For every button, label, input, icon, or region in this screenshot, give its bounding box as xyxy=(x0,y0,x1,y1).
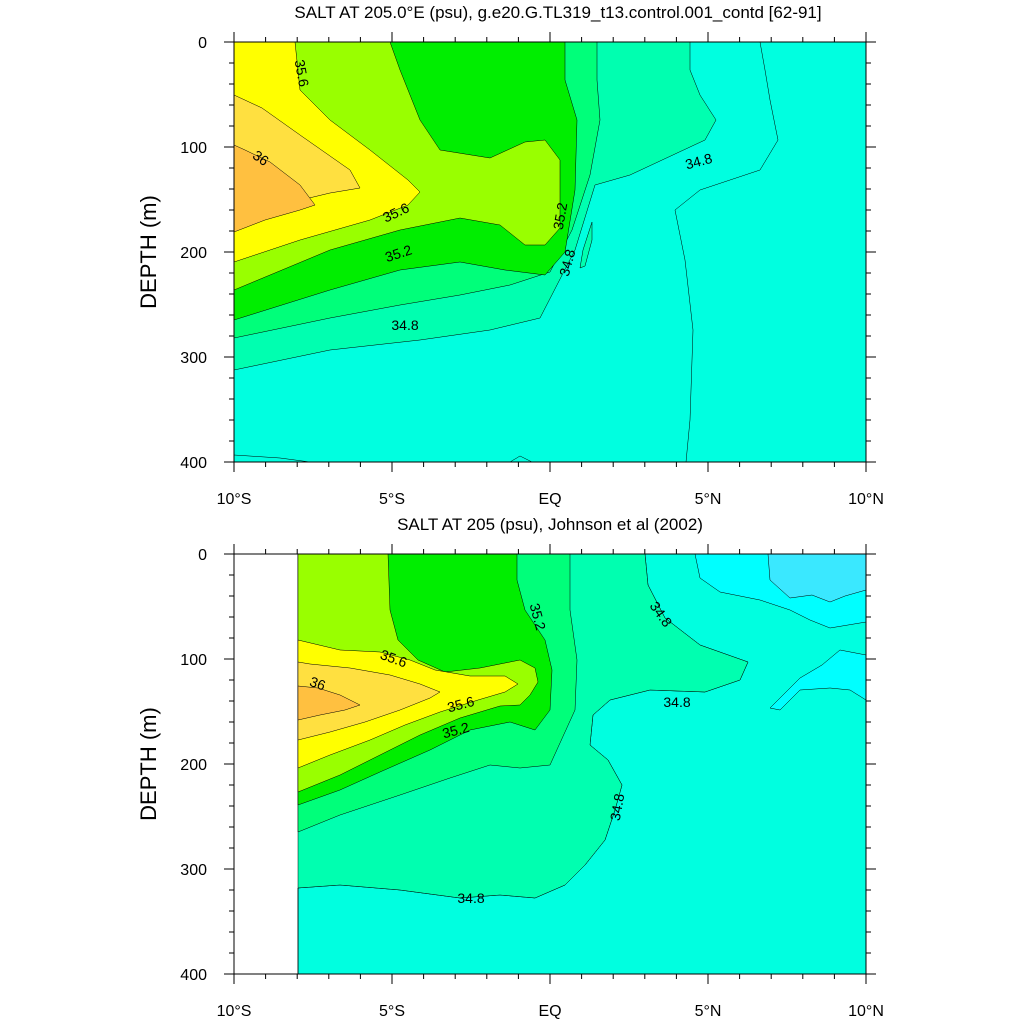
bottom-contour-label-34-8-d: 34.8 xyxy=(457,890,484,906)
bottom-contour-label-35-2-a: 35.2 xyxy=(527,601,550,632)
top-bottom-wiggle xyxy=(234,454,311,462)
top-x-tick-label-5s: 5°S xyxy=(379,491,405,508)
bottom-contour-fill xyxy=(234,554,866,974)
bottom-region-34-4 xyxy=(767,554,866,603)
top-contour-label-34-8-c: 34.8 xyxy=(683,150,714,173)
bottom-x-tick-label-eq: EQ xyxy=(538,1003,561,1020)
top-y-tick-label-300: 300 xyxy=(180,350,207,367)
top-y-tick-label-0: 0 xyxy=(198,35,207,52)
top-y-tick-label-100: 100 xyxy=(180,140,207,157)
top-axes: 0 100 200 300 400 10°S 5°S EQ 5°N 10°N xyxy=(180,32,884,508)
top-x-ticks xyxy=(233,32,867,472)
top-region-34-6 xyxy=(674,42,866,462)
bottom-y-tick-label-200: 200 xyxy=(180,757,207,774)
top-x-tick-label-eq: EQ xyxy=(538,491,561,508)
top-contour-labels: 35.6 36 35.6 35.2 35.2 34.8 34.8 34.8 xyxy=(250,58,714,333)
top-region-36-2 xyxy=(234,144,316,233)
bottom-region-36-0 xyxy=(297,661,441,741)
bottom-y-tick-label-100: 100 xyxy=(180,652,207,669)
top-lens-34-8 xyxy=(579,221,593,269)
top-x-tick-label-10n: 10°N xyxy=(848,491,884,508)
bottom-contour-label-34-8-c: 34.8 xyxy=(607,792,628,822)
bottom-contour-label-34-8-b: 34.8 xyxy=(663,694,690,710)
top-contour-label-34-8-b: 34.8 xyxy=(391,317,418,333)
bottom-contour-label-35-6-b: 35.6 xyxy=(445,693,476,716)
bottom-axes: 0 100 200 300 400 10°S 5°S EQ 5°N 10°N xyxy=(180,544,884,1020)
bottom-contour-label-36: 36 xyxy=(308,673,328,693)
bottom-region-36-2 xyxy=(297,685,361,721)
bottom-y-tick-label-0: 0 xyxy=(198,547,207,564)
top-y-tick-label-200: 200 xyxy=(180,245,207,262)
bottom-y-tick-label-400: 400 xyxy=(180,967,207,984)
top-y-ticks xyxy=(224,41,876,463)
bottom-contour-label-35-2-b: 35.2 xyxy=(440,719,471,742)
top-contour-label-34-8-a: 34.8 xyxy=(556,247,579,278)
bottom-x-tick-label-5n: 5°N xyxy=(695,1003,722,1020)
top-contour-label-35-6-a: 35.6 xyxy=(292,58,313,88)
top-y-tick-label-400: 400 xyxy=(180,455,207,472)
top-x-tick-label-10s: 10°S xyxy=(217,491,252,508)
bottom-y-axis-label: DEPTH (m) xyxy=(136,707,161,821)
top-contour-fill xyxy=(234,42,866,462)
bottom-contour-labels: 35.2 34.8 35.6 36 35.6 35.2 34.8 34.8 34… xyxy=(308,598,691,906)
bottom-y-tick-label-300: 300 xyxy=(180,862,207,879)
top-bottom-wiggle-2 xyxy=(509,455,533,462)
top-x-tick-label-5n: 5°N xyxy=(695,491,722,508)
bottom-panel-title: SALT AT 205 (psu), Johnson et al (2002) xyxy=(397,515,703,534)
bottom-y-ticks xyxy=(224,553,876,975)
bottom-x-ticks xyxy=(233,544,867,984)
top-y-axis-label: DEPTH (m) xyxy=(136,195,161,309)
bottom-x-tick-label-5s: 5°S xyxy=(379,1003,405,1020)
bottom-x-tick-label-10n: 10°N xyxy=(848,1003,884,1020)
bottom-x-tick-label-10s: 10°S xyxy=(217,1003,252,1020)
bottom-panel: SALT AT 205 (psu), Johnson et al (2002) … xyxy=(136,515,884,1020)
top-contour-label-35-2-b: 35.2 xyxy=(550,201,571,231)
top-panel-title: SALT AT 205.0°E (psu), g.e20.G.TL319_t13… xyxy=(294,3,821,22)
top-panel: SALT AT 205.0°E (psu), g.e20.G.TL319_t13… xyxy=(136,3,884,508)
